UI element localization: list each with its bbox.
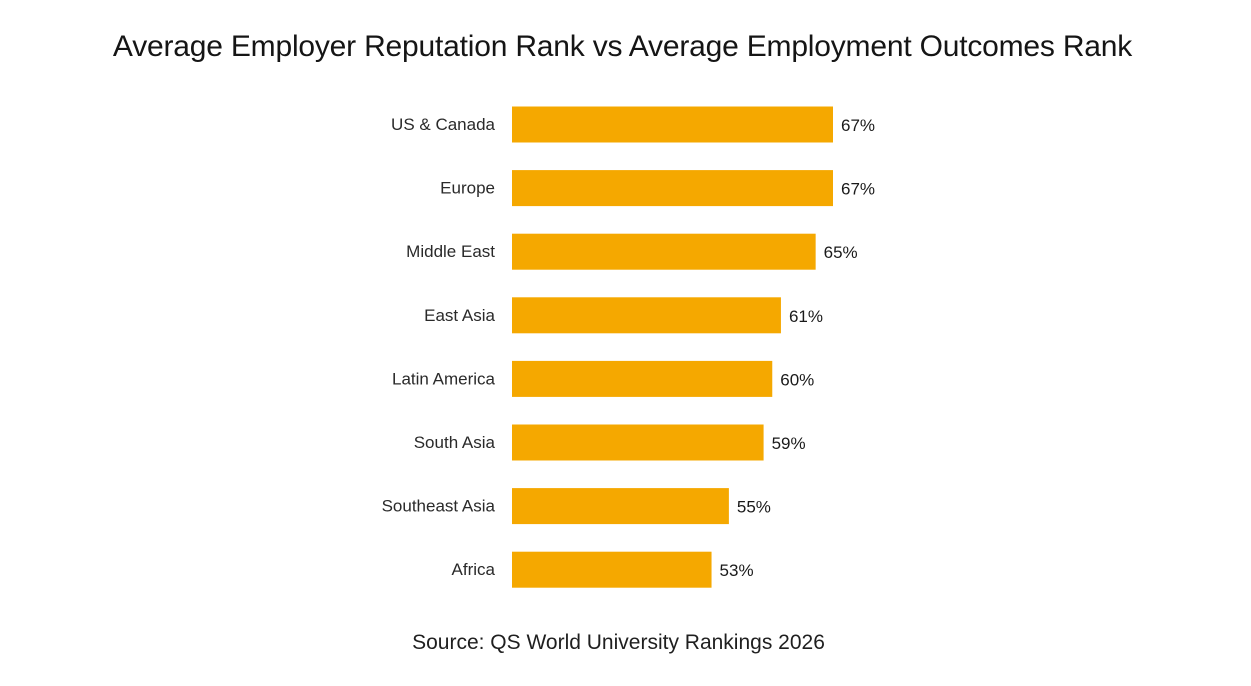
chart-title: Average Employer Reputation Rank vs Aver… bbox=[112, 30, 1133, 63]
bar bbox=[512, 106, 833, 143]
category-label: Southeast Asia bbox=[382, 497, 496, 516]
category-label: East Asia bbox=[424, 306, 495, 325]
category-label: South Asia bbox=[414, 433, 496, 452]
data-label: 67% bbox=[841, 116, 875, 135]
category-label: Latin America bbox=[392, 369, 496, 388]
data-label: 67% bbox=[841, 180, 875, 199]
bar bbox=[512, 233, 816, 270]
data-label: 60% bbox=[780, 370, 814, 389]
bar bbox=[512, 488, 729, 525]
bar bbox=[512, 170, 833, 207]
bar bbox=[512, 297, 781, 334]
category-label: Middle East bbox=[406, 242, 495, 261]
data-label: 53% bbox=[720, 561, 754, 580]
bar bbox=[512, 360, 773, 397]
chart-source: Source: QS World University Rankings 202… bbox=[412, 631, 825, 654]
bar bbox=[512, 424, 764, 461]
category-label: US & Canada bbox=[391, 115, 495, 134]
data-label: 65% bbox=[824, 243, 858, 262]
data-label: 59% bbox=[772, 434, 806, 453]
category-label: Africa bbox=[452, 560, 496, 579]
data-label: 55% bbox=[737, 498, 771, 517]
data-label: 61% bbox=[789, 307, 823, 326]
category-label: Europe bbox=[440, 179, 495, 198]
bar bbox=[512, 551, 712, 588]
